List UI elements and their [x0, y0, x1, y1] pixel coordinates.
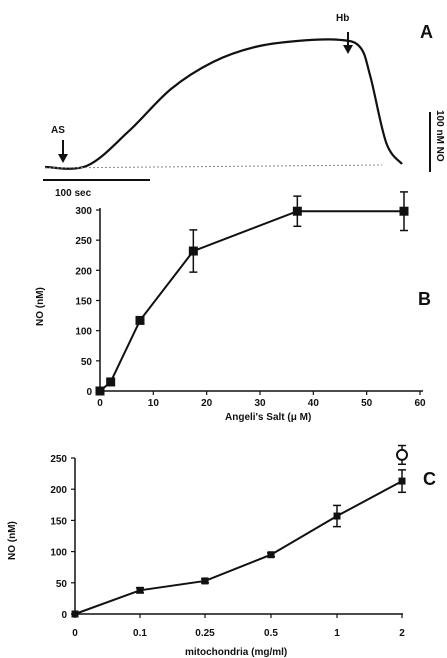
b-x-tick-label: 40 — [308, 398, 320, 409]
c-series-line — [74, 480, 403, 615]
c-x-tick-label: 1 — [334, 628, 340, 639]
b-y-tick-label: 0 — [86, 387, 92, 398]
b-y-tick-label: 100 — [75, 327, 92, 338]
c-y-tick-label: 50 — [56, 579, 68, 590]
c-x-axis-label: mitochondria (mg/ml) — [185, 647, 287, 658]
c-y-axis-label: NO (nM) — [7, 521, 18, 560]
c-x-tick-label: 2 — [399, 628, 405, 639]
b-y-tick-label: 50 — [81, 357, 93, 368]
c-data-point — [71, 610, 79, 618]
c-y-tick-label: 150 — [50, 516, 67, 527]
concentration-scale-label: 100 nM NO — [434, 110, 445, 162]
b-y-tick-label: 300 — [75, 206, 92, 217]
b-x-tick-label: 0 — [97, 398, 103, 409]
panel-label-b: B — [418, 289, 431, 309]
c-ticks: 0 0.1 0.25 0.5 1 2 0 50 100 150 200 250 — [50, 454, 405, 639]
c-y-tick-label: 100 — [50, 548, 67, 559]
c-data-point — [136, 586, 144, 594]
b-data-point — [188, 246, 198, 256]
b-data-point — [95, 386, 105, 396]
hb-label: Hb — [336, 13, 349, 24]
baseline-dotted — [44, 164, 383, 169]
b-y-tick-label: 250 — [75, 236, 92, 247]
time-scale-label: 100 sec — [55, 188, 92, 199]
c-data-point — [201, 577, 209, 585]
b-ticks: 0 10 20 30 40 50 60 0 50 100 150 200 250 300 — [75, 206, 426, 409]
c-x-tick-label: 0 — [72, 628, 78, 639]
c-data-point — [267, 551, 275, 559]
b-data-point — [399, 206, 409, 216]
c-y-tick-label: 250 — [50, 454, 67, 465]
no-trace — [44, 38, 403, 170]
b-data-point — [292, 206, 302, 216]
b-x-tick-label: 50 — [361, 398, 373, 409]
c-extra-data-point — [396, 448, 408, 461]
b-x-tick-label: 20 — [201, 398, 213, 409]
b-data-point — [106, 377, 116, 387]
panel-b: 0 10 20 30 40 50 60 0 50 100 150 200 250 300 Angeli's… — [35, 191, 431, 423]
as-label: AS — [51, 125, 65, 136]
b-series-line — [99, 210, 404, 392]
b-y-tick-label: 150 — [75, 297, 92, 308]
c-y-tick-label: 200 — [50, 485, 67, 496]
c-data-point — [398, 477, 406, 485]
b-x-tick-label: 30 — [254, 398, 266, 409]
c-x-tick-label: 0.5 — [264, 628, 278, 639]
b-data-point — [135, 315, 145, 325]
hb-arrow-icon — [343, 32, 353, 54]
b-x-tick-label: 10 — [148, 398, 160, 409]
c-x-tick-label: 0.1 — [133, 628, 147, 639]
panel-label-c: C — [423, 469, 436, 489]
c-data — [71, 444, 408, 618]
c-x-tick-label: 0.25 — [195, 628, 215, 639]
panel-c: 0 0.1 0.25 0.5 1 2 0 50 100 150 200 250 mitochondri… — [7, 444, 436, 658]
b-y-axis-label: NO (nM) — [35, 287, 46, 326]
b-data — [95, 191, 409, 396]
as-arrow-icon — [58, 140, 68, 163]
b-x-tick-label: 60 — [414, 398, 426, 409]
c-y-tick-label: 0 — [61, 610, 67, 621]
b-y-tick-label: 200 — [75, 266, 92, 277]
c-data-point — [333, 512, 341, 520]
panel-label-a: A — [420, 22, 433, 42]
b-x-axis-label: Angeli's Salt (μ M) — [225, 412, 311, 423]
panel-a: AS Hb 100 sec 100 nM NO A — [43, 13, 445, 199]
